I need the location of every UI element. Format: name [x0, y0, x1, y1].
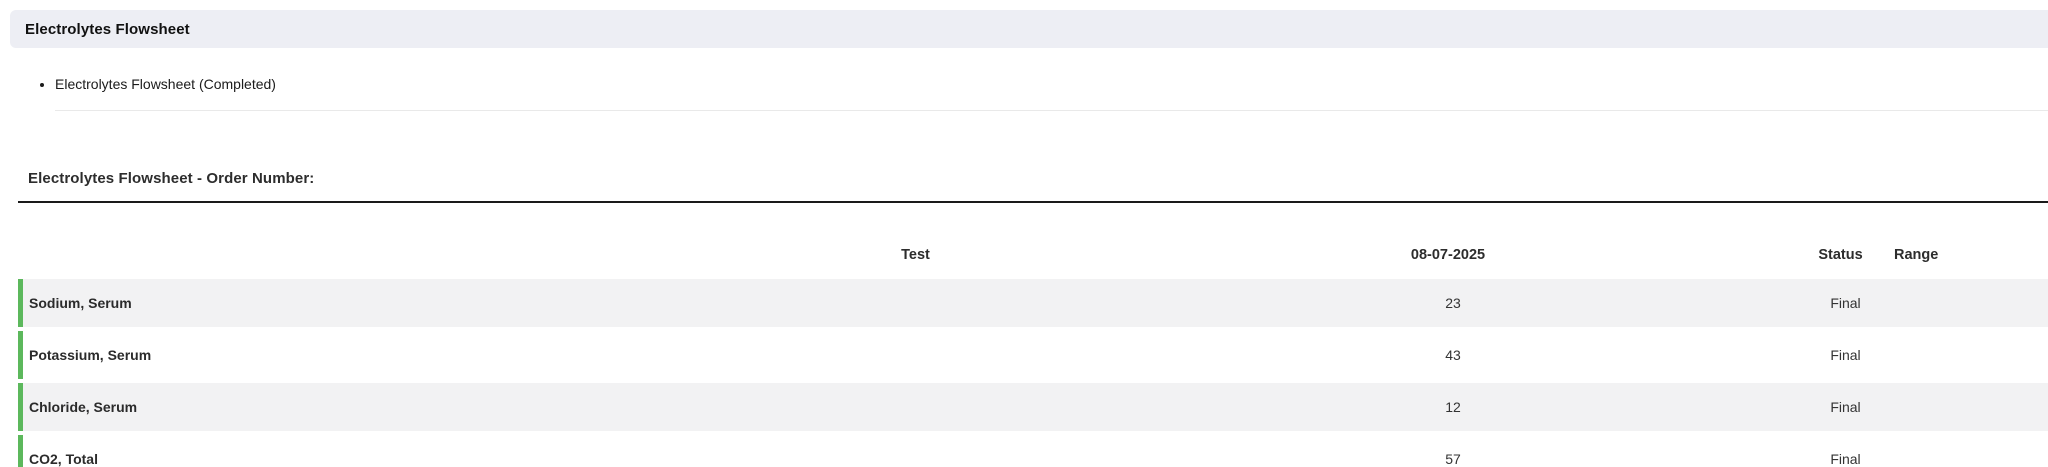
page-title: Electrolytes Flowsheet: [25, 20, 190, 38]
table-row-sodium: Sodium, Serum 23 Final: [18, 279, 2048, 327]
completed-orders-list: Electrolytes Flowsheet (Completed): [0, 48, 2048, 111]
flowsheet-title-bar: Electrolytes Flowsheet: [10, 10, 2048, 48]
table-row-chloride: Chloride, Serum 12 Final: [18, 383, 2048, 431]
table-row-potassium: Potassium, Serum 43 Final: [18, 331, 2048, 379]
test-name: Chloride, Serum: [29, 399, 138, 415]
test-name: Potassium, Serum: [29, 347, 152, 363]
test-name: Sodium, Serum: [29, 295, 132, 311]
result-value: 57: [1445, 451, 1461, 467]
result-value: 23: [1445, 295, 1461, 311]
result-value: 43: [1445, 347, 1461, 363]
table-row-co2: CO2, Total 57 Final: [18, 435, 2048, 467]
column-header-date: 08-07-2025: [1410, 247, 1486, 263]
test-name: CO2, Total: [29, 451, 98, 467]
list-item-completed-flowsheet: Electrolytes Flowsheet (Completed): [55, 74, 2048, 111]
result-value: 12: [1445, 399, 1461, 415]
order-number-heading: Electrolytes Flowsheet - Order Number:: [28, 170, 315, 187]
electrolytes-flowsheet-table: Test 08-07-2025 Status Range Sodium, Ser…: [18, 231, 2048, 467]
column-header-range: Range: [1894, 247, 1939, 263]
table-header-row: Test 08-07-2025 Status Range: [18, 231, 2048, 279]
status-value: Final: [1830, 451, 1861, 467]
column-header-status: Status: [1818, 247, 1863, 263]
status-value: Final: [1830, 347, 1861, 363]
status-value: Final: [1830, 295, 1861, 311]
heading-divider: [18, 201, 2048, 203]
column-header-test: Test: [901, 247, 930, 263]
status-value: Final: [1830, 399, 1861, 415]
